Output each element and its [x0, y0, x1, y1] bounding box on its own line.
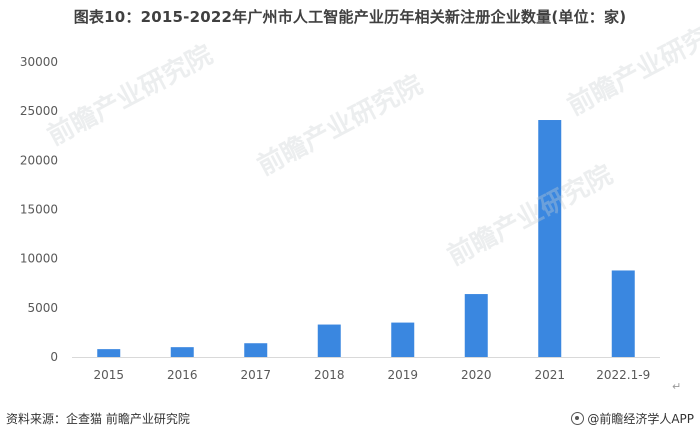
x-tick-label: 2019 — [387, 368, 418, 382]
return-mark-icon: ↵ — [672, 380, 682, 393]
y-tick-label: 30000 — [20, 55, 58, 69]
y-tick-label: 0 — [50, 350, 58, 364]
y-tick-label: 10000 — [20, 252, 58, 266]
bar-2016 — [170, 347, 194, 357]
brand-label: @前瞻经济学人APP — [587, 412, 694, 426]
chart-title: 图表10：2015-2022年广州市人工智能产业历年相关新注册企业数量(单位：家… — [73, 8, 627, 26]
x-tick-label: 2021 — [534, 368, 565, 382]
x-tick-label: 2016 — [167, 368, 198, 382]
brand-credit: @前瞻经济学人APP — [571, 410, 694, 427]
y-tick-label: 25000 — [20, 104, 58, 118]
bar-2015 — [97, 349, 121, 357]
bar-2022.1-9 — [611, 270, 635, 357]
x-tick-label: 2022.1-9 — [596, 368, 650, 382]
x-tick-label: 2018 — [314, 368, 345, 382]
x-tick-label: 2015 — [93, 368, 124, 382]
footer: 资料来源：企查猫 前瞻产业研究院 @前瞻经济学人APP — [6, 410, 694, 430]
bar-2018 — [317, 324, 341, 357]
brand-logo-icon — [571, 412, 585, 425]
bar-2021 — [538, 120, 562, 358]
source-note: 资料来源：企查猫 前瞻产业研究院 — [6, 412, 190, 426]
bars-group — [97, 120, 635, 358]
y-tick-label: 15000 — [20, 203, 58, 217]
bar-2017 — [244, 343, 268, 357]
x-tick-label: 2020 — [461, 368, 492, 382]
y-tick-label: 20000 — [20, 153, 58, 167]
y-tick-label: 5000 — [27, 301, 58, 315]
y-axis: 0 5000 10000 15000 20000 25000 30000 — [20, 55, 58, 364]
x-tick-label: 2017 — [240, 368, 271, 382]
bar-2020 — [464, 294, 488, 357]
x-axis: 2015 2016 2017 2018 2019 2020 2021 2022.1-9 — [93, 368, 650, 382]
bar-2019 — [391, 322, 415, 357]
